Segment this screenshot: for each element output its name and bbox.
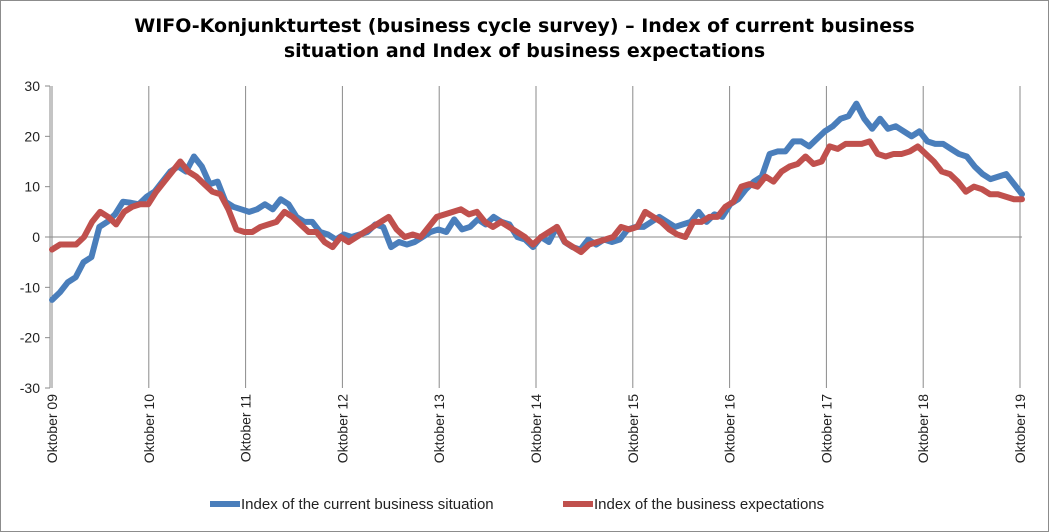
x-tick-label: Oktober 13: [431, 394, 447, 463]
y-axis-tick-labels: -30 -20 -10 0 10 20 30: [20, 78, 40, 396]
legend-label-2: Index of the business expectations: [594, 496, 824, 513]
chart-title-line-2: situation and Index of business expectat…: [283, 40, 766, 62]
chart-title-line-1: WIFO-Konjunkturtest (business cycle surv…: [134, 15, 915, 37]
x-tick-label: Oktober 17: [818, 394, 834, 463]
x-tick-label: Oktober 11: [238, 394, 254, 462]
x-tick-label: Oktober 14: [528, 394, 544, 463]
y-tick-label: -20: [20, 330, 40, 346]
series-line-1: [49, 100, 1025, 303]
y-tick-label: -10: [20, 279, 40, 295]
x-tick-label: Oktober 12: [334, 394, 350, 463]
y-tick-label: 10: [24, 179, 40, 195]
legend-label-1: Index of the current business situation: [241, 496, 494, 513]
x-tick-label: Oktober 09: [44, 394, 60, 463]
y-tick-label: -30: [20, 380, 40, 396]
legend: Index of the current business situation I…: [210, 496, 824, 513]
x-tick-label: Oktober 16: [722, 394, 738, 463]
x-axis-tick-labels: Oktober 09 Oktober 10 Oktober 11 Oktober 12…: [44, 394, 1028, 463]
y-tick-label: 30: [24, 78, 40, 94]
x-tick-label: Oktober 10: [141, 394, 157, 463]
series-line-2: [49, 138, 1025, 256]
chart-title: WIFO-Konjunkturtest (business cycle surv…: [0, 14, 1049, 64]
x-tick-label: Oktober 19: [1012, 394, 1028, 463]
axes: [45, 85, 1022, 389]
y-tick-label: 0: [32, 229, 40, 245]
y-tick-label: 20: [24, 128, 40, 144]
series-lines: [49, 100, 1025, 303]
x-tick-label: Oktober 18: [915, 394, 931, 463]
x-tick-label: Oktober 15: [625, 394, 641, 463]
